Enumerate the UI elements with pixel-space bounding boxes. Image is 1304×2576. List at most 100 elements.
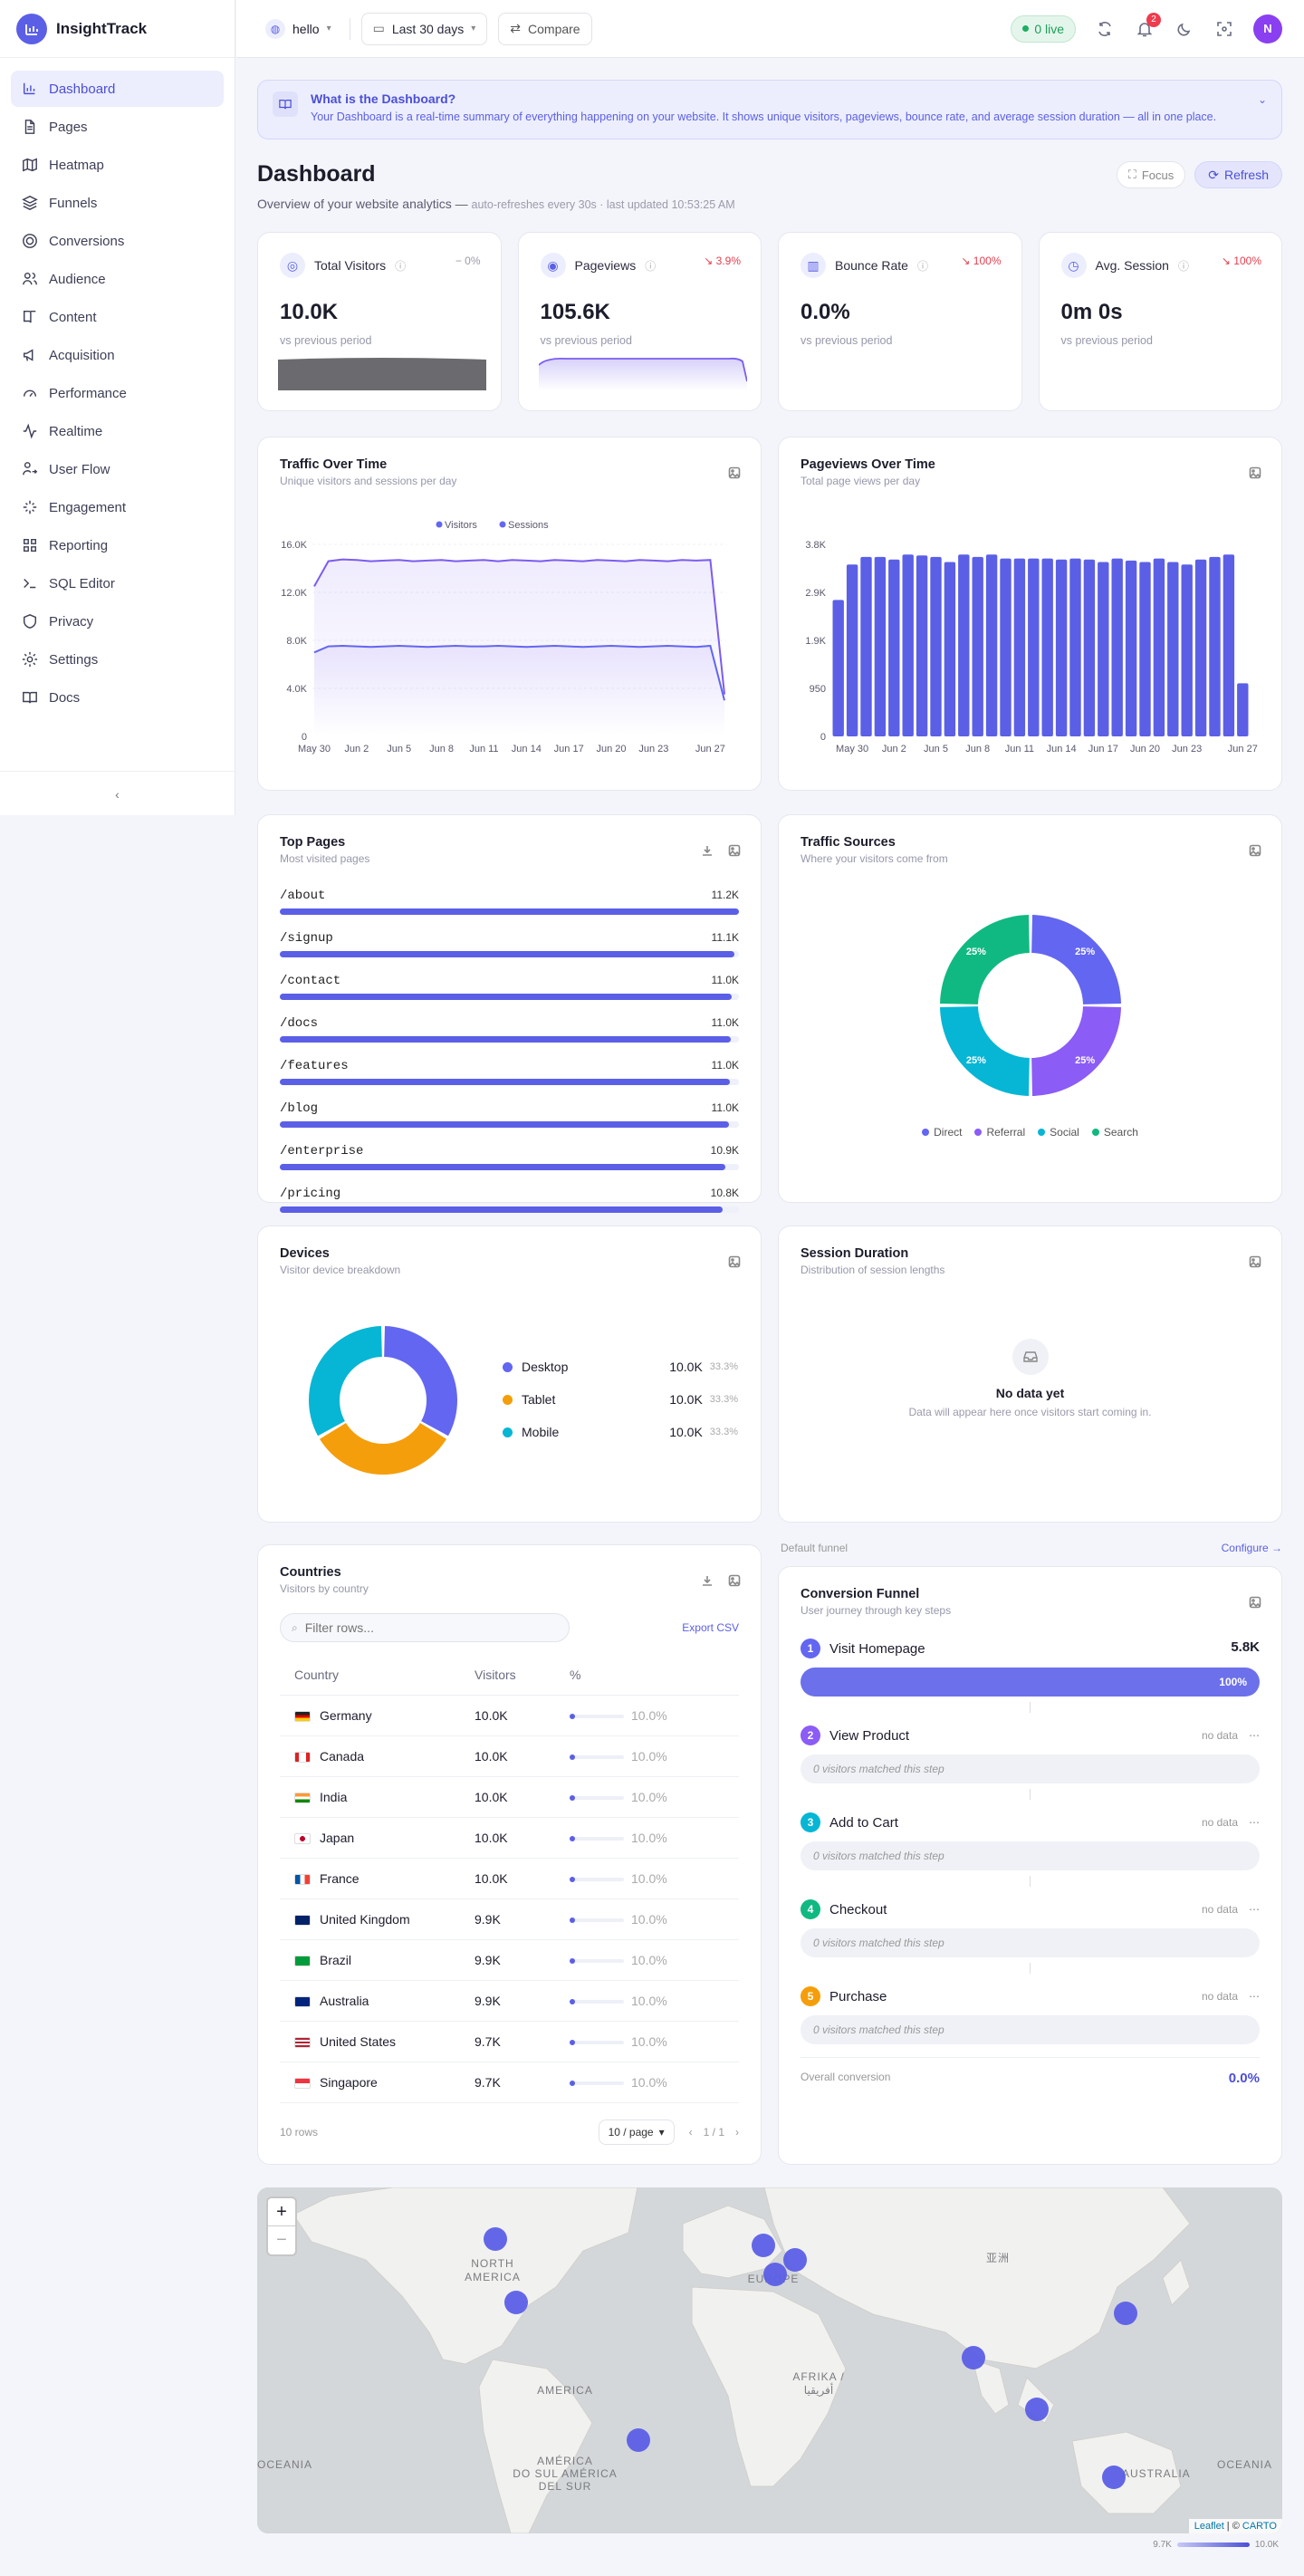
image-export-icon[interactable] bbox=[728, 844, 741, 860]
device-row-desktop[interactable]: Desktop 10.0K 33.3% bbox=[503, 1360, 738, 1374]
bar[interactable] bbox=[1125, 560, 1137, 736]
table-row[interactable]: Brazil 9.9K 10.0% bbox=[280, 1939, 739, 1980]
funnel-step-view-product[interactable]: 2 View Product no data ⋯ 0 visitors matched … bbox=[801, 1725, 1260, 1800]
legend-item-social[interactable]: Social bbox=[1038, 1126, 1079, 1139]
more-icon[interactable]: ⋯ bbox=[1249, 1990, 1260, 2003]
kpi-card-total-visitors[interactable]: ◎ Total Visitors ⓘ − 0% 10.0K vs previous per… bbox=[257, 232, 502, 411]
bar[interactable] bbox=[1098, 562, 1109, 737]
prev-page-button[interactable]: ‹ bbox=[688, 2125, 693, 2139]
bar[interactable] bbox=[1000, 558, 1012, 736]
compare-button[interactable]: ⇄ Compare bbox=[498, 12, 592, 45]
top-page-row[interactable]: /contact 11.0K bbox=[280, 974, 739, 1000]
sidebar-item-user-flow[interactable]: User Flow bbox=[11, 451, 224, 487]
slice-1[interactable] bbox=[1031, 1006, 1121, 1096]
table-row[interactable]: Singapore 9.7K 10.0% bbox=[280, 2062, 739, 2102]
bar[interactable] bbox=[1013, 558, 1026, 736]
image-export-icon[interactable] bbox=[728, 1255, 741, 1271]
bar[interactable] bbox=[846, 564, 858, 736]
sidebar-item-privacy[interactable]: Privacy bbox=[11, 603, 224, 639]
collapse-sidebar-button[interactable]: ‹ bbox=[0, 771, 235, 816]
more-icon[interactable]: ⋯ bbox=[1249, 1729, 1260, 1742]
kpi-card-bounce-rate[interactable]: ▥ Bounce Rate ⓘ ↘ 100% 0.0% vs previous perio… bbox=[778, 232, 1022, 411]
table-row[interactable]: India 10.0K 10.0% bbox=[280, 1776, 739, 1817]
image-export-icon[interactable] bbox=[1249, 844, 1261, 860]
funnel-step-visit-homepage[interactable]: 1 Visit Homepage 5.8K 100% bbox=[801, 1639, 1260, 1713]
legend-item-search[interactable]: Search bbox=[1091, 1126, 1138, 1139]
zoom-in-button[interactable]: + bbox=[268, 2198, 295, 2226]
bar[interactable] bbox=[1167, 562, 1179, 737]
sidebar-item-pages[interactable]: Pages bbox=[11, 109, 224, 145]
bar[interactable] bbox=[1237, 683, 1249, 736]
sidebar-item-reporting[interactable]: Reporting bbox=[11, 527, 224, 563]
bell-icon[interactable]: 2 bbox=[1134, 12, 1161, 40]
bar[interactable] bbox=[1028, 558, 1040, 736]
bar[interactable] bbox=[958, 554, 970, 736]
column-header-country[interactable]: Country bbox=[280, 1655, 475, 1696]
world-map[interactable]: NORTH AMERICA EUROPE AFRIKA / أفريقيا AM… bbox=[257, 2187, 1282, 2533]
top-page-row[interactable]: /about 11.2K bbox=[280, 889, 739, 915]
bar[interactable] bbox=[1209, 556, 1221, 736]
bar[interactable] bbox=[930, 556, 942, 736]
zoom-out-button[interactable]: − bbox=[276, 2230, 287, 2250]
map-marker-japan[interactable] bbox=[1114, 2302, 1137, 2325]
top-page-row[interactable]: /pricing 10.8K bbox=[280, 1187, 739, 1213]
more-icon[interactable]: ⋯ bbox=[1249, 1903, 1260, 1916]
bar[interactable] bbox=[1139, 562, 1151, 737]
map-marker-germany[interactable] bbox=[783, 2248, 807, 2272]
sidebar-item-dashboard[interactable]: Dashboard bbox=[11, 71, 224, 107]
bar[interactable] bbox=[944, 562, 956, 737]
page-size-select[interactable]: 10 / page ▾ bbox=[598, 2119, 675, 2145]
map-marker-australia[interactable] bbox=[1102, 2465, 1126, 2489]
filter-rows-input[interactable]: ⌕ bbox=[280, 1613, 570, 1642]
top-page-row[interactable]: /enterprise 10.9K bbox=[280, 1144, 739, 1170]
map-marker-singapore[interactable] bbox=[1025, 2398, 1049, 2421]
bar[interactable] bbox=[1083, 559, 1096, 736]
next-page-button[interactable]: › bbox=[735, 2125, 739, 2139]
slice-0[interactable] bbox=[384, 1326, 457, 1437]
image-export-icon[interactable] bbox=[728, 1574, 741, 1590]
legend-item-referral[interactable]: Referral bbox=[974, 1126, 1025, 1139]
slice-3[interactable] bbox=[940, 915, 1030, 1004]
image-export-icon[interactable] bbox=[1249, 1596, 1261, 1611]
export-csv-button[interactable]: Export CSV bbox=[682, 1621, 739, 1634]
slice-2[interactable] bbox=[940, 1006, 1030, 1096]
kpi-card-pageviews[interactable]: ◉ Pageviews ⓘ ↘ 3.9% 105.6K vs previous perio… bbox=[517, 232, 762, 411]
sidebar-item-audience[interactable]: Audience bbox=[11, 261, 224, 297]
bar[interactable] bbox=[985, 554, 998, 736]
bar[interactable] bbox=[832, 600, 844, 736]
table-row[interactable]: France 10.0K 10.0% bbox=[280, 1858, 739, 1898]
table-row[interactable]: United States 9.7K 10.0% bbox=[280, 2021, 739, 2062]
map-marker-france[interactable] bbox=[763, 2263, 787, 2286]
date-range-picker[interactable]: ▭ Last 30 days ▾ bbox=[360, 12, 488, 45]
avatar[interactable]: N bbox=[1253, 14, 1282, 43]
bar[interactable] bbox=[1111, 558, 1123, 736]
refresh-button[interactable]: ⟳ Refresh bbox=[1194, 161, 1282, 188]
top-page-row[interactable]: /docs 11.0K bbox=[280, 1016, 739, 1043]
slice-1[interactable] bbox=[320, 1423, 446, 1475]
column-header-visitors[interactable]: Visitors bbox=[475, 1655, 570, 1696]
site-selector[interactable]: ◍ hello ▾ bbox=[258, 13, 339, 45]
download-icon[interactable] bbox=[701, 844, 714, 860]
image-export-icon[interactable] bbox=[1249, 1255, 1261, 1271]
funnel-step-purchase[interactable]: 5 Purchase no data ⋯ 0 visitors matched this… bbox=[801, 1986, 1260, 2044]
map-marker-united-kingdom[interactable] bbox=[752, 2234, 775, 2257]
configure-link[interactable]: Configure → bbox=[1221, 1542, 1282, 1554]
kpi-card-avg-session[interactable]: ◷ Avg. Session ⓘ ↘ 100% 0m 0s vs previous per… bbox=[1038, 232, 1282, 411]
moon-icon[interactable] bbox=[1174, 18, 1195, 40]
chevron-down-icon[interactable]: ⌄ bbox=[1257, 93, 1267, 106]
more-icon[interactable]: ⋯ bbox=[1249, 1816, 1260, 1829]
sidebar-item-acquisition[interactable]: Acquisition bbox=[11, 337, 224, 373]
bar[interactable] bbox=[1181, 564, 1193, 736]
bar[interactable] bbox=[1153, 558, 1165, 736]
bar[interactable] bbox=[1222, 554, 1235, 736]
filter-input[interactable] bbox=[304, 1620, 541, 1635]
refresh-icon[interactable] bbox=[1094, 18, 1116, 40]
sidebar-item-docs[interactable]: Docs bbox=[11, 679, 224, 716]
download-icon[interactable] bbox=[701, 1574, 714, 1590]
slice-2[interactable] bbox=[309, 1326, 382, 1437]
bar[interactable] bbox=[888, 559, 900, 736]
top-page-row[interactable]: /features 11.0K bbox=[280, 1059, 739, 1085]
sidebar-item-engagement[interactable]: Engagement bbox=[11, 489, 224, 525]
bar[interactable] bbox=[1055, 559, 1068, 736]
table-row[interactable]: Australia 9.9K 10.0% bbox=[280, 1980, 739, 2021]
